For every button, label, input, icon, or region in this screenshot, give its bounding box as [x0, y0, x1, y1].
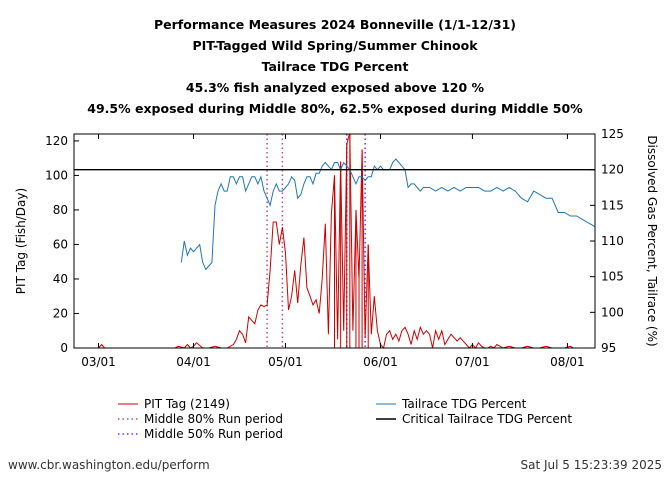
x-tick-label: 07/01 — [455, 355, 490, 369]
y-right-tick-label: 105 — [601, 270, 624, 284]
legend-label-middle50: Middle 50% Run period — [144, 427, 283, 441]
y-left-tick-label: 60 — [53, 237, 68, 251]
pit-series-group — [74, 134, 595, 348]
y-right-tick-label: 120 — [601, 163, 624, 177]
source-url: www.cbr.washington.edu/perform — [8, 458, 210, 472]
y-left-tick-label: 20 — [53, 306, 68, 320]
y-right-tick-label: 115 — [601, 198, 624, 212]
y-right-axis-label: Dissolved Gas Percent, Tailrace (%) — [645, 135, 659, 346]
y-right-tick-label: 100 — [601, 305, 624, 319]
y-left-tick-label: 0 — [60, 341, 68, 355]
tdg-series-group — [180, 158, 595, 271]
x-tick-label: 08/01 — [550, 355, 585, 369]
y-right-tick-label: 110 — [601, 234, 624, 248]
legend-label-tdg: Tailrace TDG Percent — [401, 397, 527, 411]
x-tick-label: 04/01 — [176, 355, 211, 369]
y-left-tick-label: 40 — [53, 272, 68, 286]
title-line-2: PIT-Tagged Wild Spring/Summer Chinook — [192, 38, 478, 53]
title-line-5: 49.5% exposed during Middle 80%, 62.5% e… — [87, 101, 583, 116]
y-left-tick-label: 100 — [45, 168, 68, 182]
title-line-1: Performance Measures 2024 Bonneville (1/… — [153, 17, 516, 32]
chart-titles: Performance Measures 2024 Bonneville (1/… — [0, 14, 670, 119]
tdg-line — [180, 158, 595, 271]
x-tick-label: 06/01 — [363, 355, 398, 369]
pit-spikes — [334, 134, 369, 348]
x-tick-label: 03/01 — [81, 355, 116, 369]
y-left-tick-label: 80 — [53, 203, 68, 217]
y-right-tick-label: 95 — [601, 341, 616, 355]
legend-label-pit: PIT Tag (2149) — [144, 397, 230, 411]
pit-tag-line — [74, 134, 595, 348]
legend-label-middle80: Middle 80% Run period — [144, 412, 283, 426]
title-line-4: 45.3% fish analyzed exposed above 120 % — [185, 80, 485, 95]
y-right-tick-label: 125 — [601, 127, 624, 141]
generated-timestamp: Sat Jul 5 15:23:39 2025 — [520, 458, 662, 472]
y-left-axis-label: PIT Tag (Fish/Day) — [14, 188, 28, 294]
y-left-tick-label: 120 — [45, 134, 68, 148]
title-line-3: Tailrace TDG Percent — [261, 59, 409, 74]
x-tick-label: 05/01 — [268, 355, 303, 369]
legend: PIT Tag (2149)Middle 80% Run periodMiddl… — [118, 397, 572, 441]
legend-label-critical: Critical Tailrace TDG Percent — [402, 412, 572, 426]
